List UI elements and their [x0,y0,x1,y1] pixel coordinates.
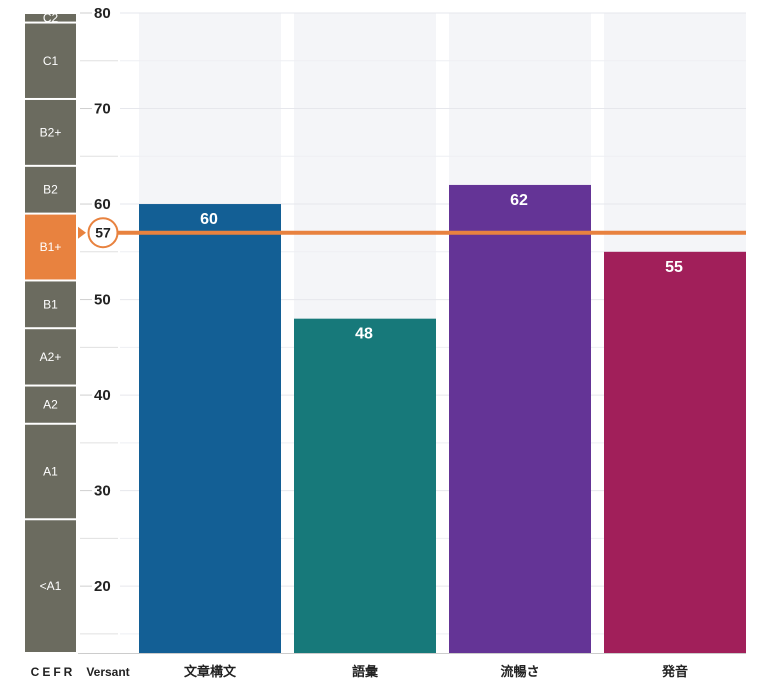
bar-value-label-4: 55 [665,259,683,276]
category-label-2: 語彙 [352,664,379,680]
category-label-4: 発音 [661,664,688,680]
cefr-band-7 [25,329,76,385]
overall-score-marker: 57 [78,217,746,249]
cefr-band-label-3: B2+ [40,125,62,139]
y-tick-label-40: 40 [94,387,111,404]
bar-3 [449,184,591,653]
y-tick-label-60: 60 [94,196,111,213]
overall-score-label: 57 [95,225,111,241]
y-tick-label-20: 20 [94,578,111,595]
y-tick-label-50: 50 [94,292,111,309]
category-labels: CEFR Versant 文章構文 語彙 流暢さ 発音 [31,664,688,680]
overall-score-pointer [78,226,86,239]
cefr-band-label-7: A2+ [40,350,62,364]
cefr-band-label-4: B2 [43,183,58,197]
category-label-3: 流暢さ [500,664,539,680]
cefr-band-1 [25,14,76,22]
bar-2 [294,318,436,653]
overall-score-circle [87,217,119,249]
bar-value-label-2: 48 [355,326,373,343]
cefr-band-10 [25,520,76,652]
cefr-scale: C2 C1 B2+ B2 B1+ B1 A2+ A2 A1 <A1 [25,11,76,652]
cefr-band-3 [25,99,76,165]
bar-1 [139,204,281,653]
cefr-band-5 [25,214,76,280]
bar-4 [604,251,746,653]
cefr-band-label-5: B1+ [40,240,62,254]
bar-value-label-1: 60 [200,211,218,228]
cefr-band-9 [25,424,76,519]
cefr-band-label-1: C2 [43,11,59,25]
cefr-axis-title: CEFR [31,665,76,679]
y-tick-label-80: 80 [94,5,111,22]
y-tick-label-70: 70 [94,101,111,118]
cefr-band-label-2: C1 [43,54,59,68]
versant-axis: 20 30 40 50 60 70 80 [80,5,118,635]
cefr-band-2 [25,23,76,98]
bar-value-label-3: 62 [510,192,528,209]
cefr-band-label-9: A1 [43,465,58,479]
y-tick-label-30: 30 [94,483,111,500]
cefr-band-label-8: A2 [43,398,58,412]
cefr-band-4 [25,166,76,213]
cefr-band-label-10: <A1 [40,579,62,593]
bars: 60 48 62 55 [139,184,746,653]
category-label-1: 文章構文 [184,664,237,680]
cefr-band-8 [25,386,76,423]
versant-axis-title: Versant [86,665,129,679]
cefr-band-label-6: B1 [43,297,58,311]
cefr-band-6 [25,281,76,328]
